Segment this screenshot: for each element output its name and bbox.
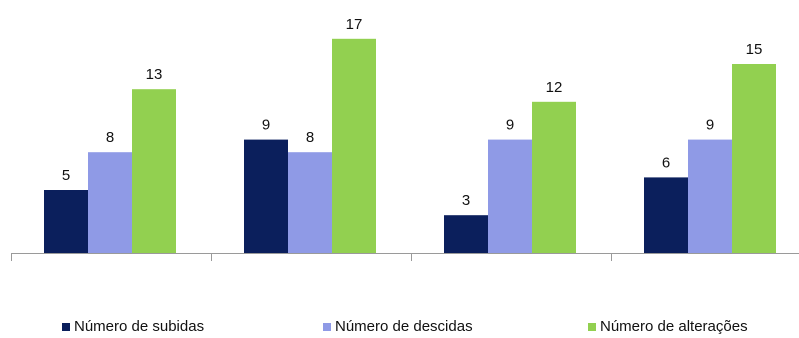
value-label-descidas-2: 8 xyxy=(306,129,314,146)
bar-descidas-2 xyxy=(288,152,332,253)
legend-swatch-subidas xyxy=(62,322,70,331)
legend-swatch-descidas xyxy=(323,322,331,331)
value-label-subidas-4: 6 xyxy=(662,154,670,171)
bar-subidas-4 xyxy=(644,177,688,253)
value-label-alteracoes-3: 12 xyxy=(546,79,563,96)
bar-alteracoes-2 xyxy=(332,38,376,253)
value-label-descidas-1: 8 xyxy=(106,129,114,146)
bar-descidas-1 xyxy=(88,152,132,253)
legend-item-subidas: Número de subidas xyxy=(62,318,204,335)
legend-item-alteracoes: Número de alterações xyxy=(588,318,748,335)
bar-descidas-3 xyxy=(488,139,532,253)
value-label-descidas-4: 9 xyxy=(706,117,714,134)
legend: Número de subidas Número de descidas Núm… xyxy=(0,318,799,338)
bar-alteracoes-1 xyxy=(132,89,176,253)
value-label-subidas-3: 3 xyxy=(462,192,470,209)
legend-label-subidas: Número de subidas xyxy=(74,318,205,335)
value-label-alteracoes-1: 13 xyxy=(146,66,163,83)
legend-swatch-alteracoes xyxy=(588,322,596,331)
bar-subidas-3 xyxy=(444,215,488,253)
bar-alteracoes-3 xyxy=(532,101,576,253)
bar-subidas-2 xyxy=(244,139,288,253)
bar-descidas-4 xyxy=(688,139,732,253)
bar-chart: 5 9 3 6 8 8 9 9 13 17 12 15 xyxy=(11,16,799,261)
bars-group xyxy=(44,38,776,253)
legend-label-alteracoes: Número de alterações xyxy=(600,318,748,335)
legend-label-descidas: Número de descidas xyxy=(335,318,473,335)
x-axis xyxy=(11,253,799,261)
value-label-descidas-3: 9 xyxy=(506,117,514,134)
value-labels-group: 5 9 3 6 8 8 9 9 13 17 12 15 xyxy=(62,16,763,209)
bar-subidas-1 xyxy=(44,190,88,253)
value-label-alteracoes-4: 15 xyxy=(746,41,763,58)
bar-alteracoes-4 xyxy=(732,64,776,253)
value-label-subidas-1: 5 xyxy=(62,167,70,184)
legend-item-descidas: Número de descidas xyxy=(323,318,473,335)
value-label-alteracoes-2: 17 xyxy=(346,16,363,33)
value-label-subidas-2: 9 xyxy=(262,117,270,134)
